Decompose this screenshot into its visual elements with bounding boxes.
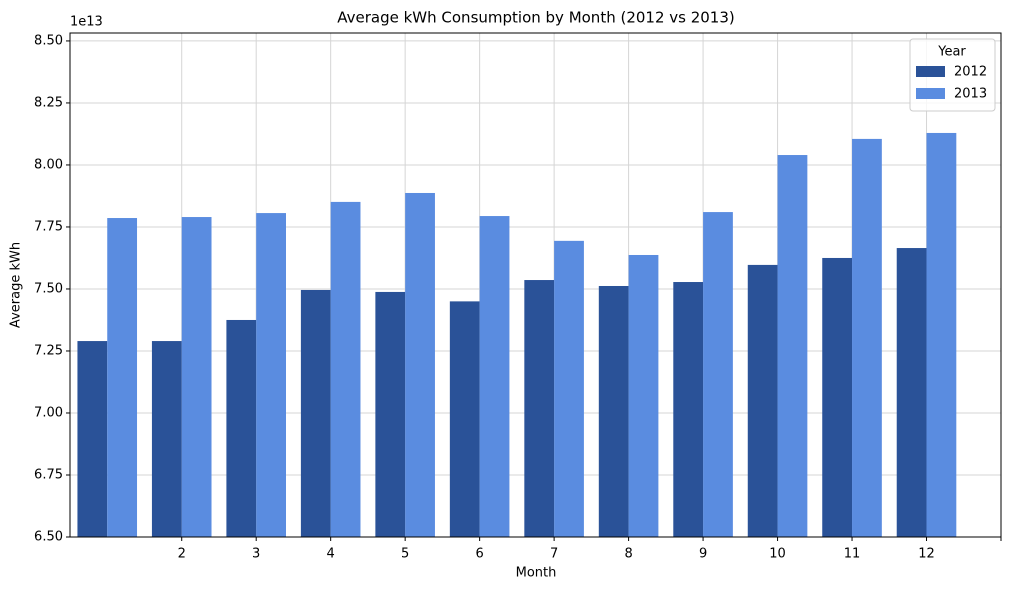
bar <box>300 289 331 537</box>
bar <box>896 248 927 537</box>
bar <box>107 218 138 537</box>
y-tick-label: 7.25 <box>34 343 63 358</box>
bar <box>405 192 435 537</box>
x-tick-label: 2 <box>178 547 186 562</box>
x-tick-label: 7 <box>550 547 558 562</box>
bar <box>747 264 778 537</box>
y-tick-label: 7.00 <box>34 405 63 420</box>
bar <box>375 291 406 537</box>
x-tick-label: 3 <box>252 547 260 562</box>
x-tick-label: 8 <box>624 547 632 562</box>
bar <box>598 285 629 537</box>
bar <box>449 301 480 537</box>
x-tick-label: 6 <box>475 547 483 562</box>
legend-label: 2013 <box>954 87 987 102</box>
legend-title: Year <box>937 45 966 60</box>
bar <box>181 217 212 537</box>
x-axis-label: Month <box>516 566 557 581</box>
y-tick-label: 6.75 <box>34 467 63 482</box>
bar <box>703 212 733 537</box>
x-tick-label: 5 <box>401 547 409 562</box>
legend-swatch <box>916 66 945 77</box>
axes: 6.50 6.75 7.00 7.25 7.50 7.75 8.00 8.25 8.50 2 3 4 5… <box>34 32 1002 562</box>
bar <box>524 280 555 537</box>
x-tick-label: 4 <box>327 547 335 562</box>
y-offset-label: 1e13 <box>70 15 103 30</box>
legend-swatch <box>916 88 945 99</box>
bar <box>822 257 853 537</box>
y-tick-label: 8.25 <box>34 95 63 110</box>
chart-title: Average kWh Consumption by Month (2012 v… <box>337 9 735 27</box>
y-tick-label: 8.00 <box>34 157 63 172</box>
bar <box>777 155 808 537</box>
y-tick-label: 7.75 <box>34 219 63 234</box>
bar <box>554 240 584 537</box>
bar <box>330 201 361 537</box>
bar <box>852 138 882 537</box>
y-tick-label: 8.50 <box>34 33 63 48</box>
bar <box>77 341 108 537</box>
y-tick-label: 6.50 <box>34 530 63 545</box>
bar <box>926 132 957 537</box>
legend: Year 2012 2013 <box>909 38 996 112</box>
bar <box>226 319 257 537</box>
bar <box>256 213 286 537</box>
x-tick-label: 9 <box>699 547 707 562</box>
bar <box>628 254 659 537</box>
bar <box>151 341 182 537</box>
x-tick-label: 12 <box>918 547 935 562</box>
bar <box>479 216 510 537</box>
bars <box>77 132 957 537</box>
y-axis-label: Average kWh <box>9 242 24 328</box>
y-tick-label: 7.50 <box>34 281 63 296</box>
x-tick-label: 10 <box>769 547 786 562</box>
x-tick-label: 11 <box>844 547 861 562</box>
bar <box>673 282 704 537</box>
legend-label: 2012 <box>954 65 987 80</box>
plot-frame <box>69 32 1002 538</box>
